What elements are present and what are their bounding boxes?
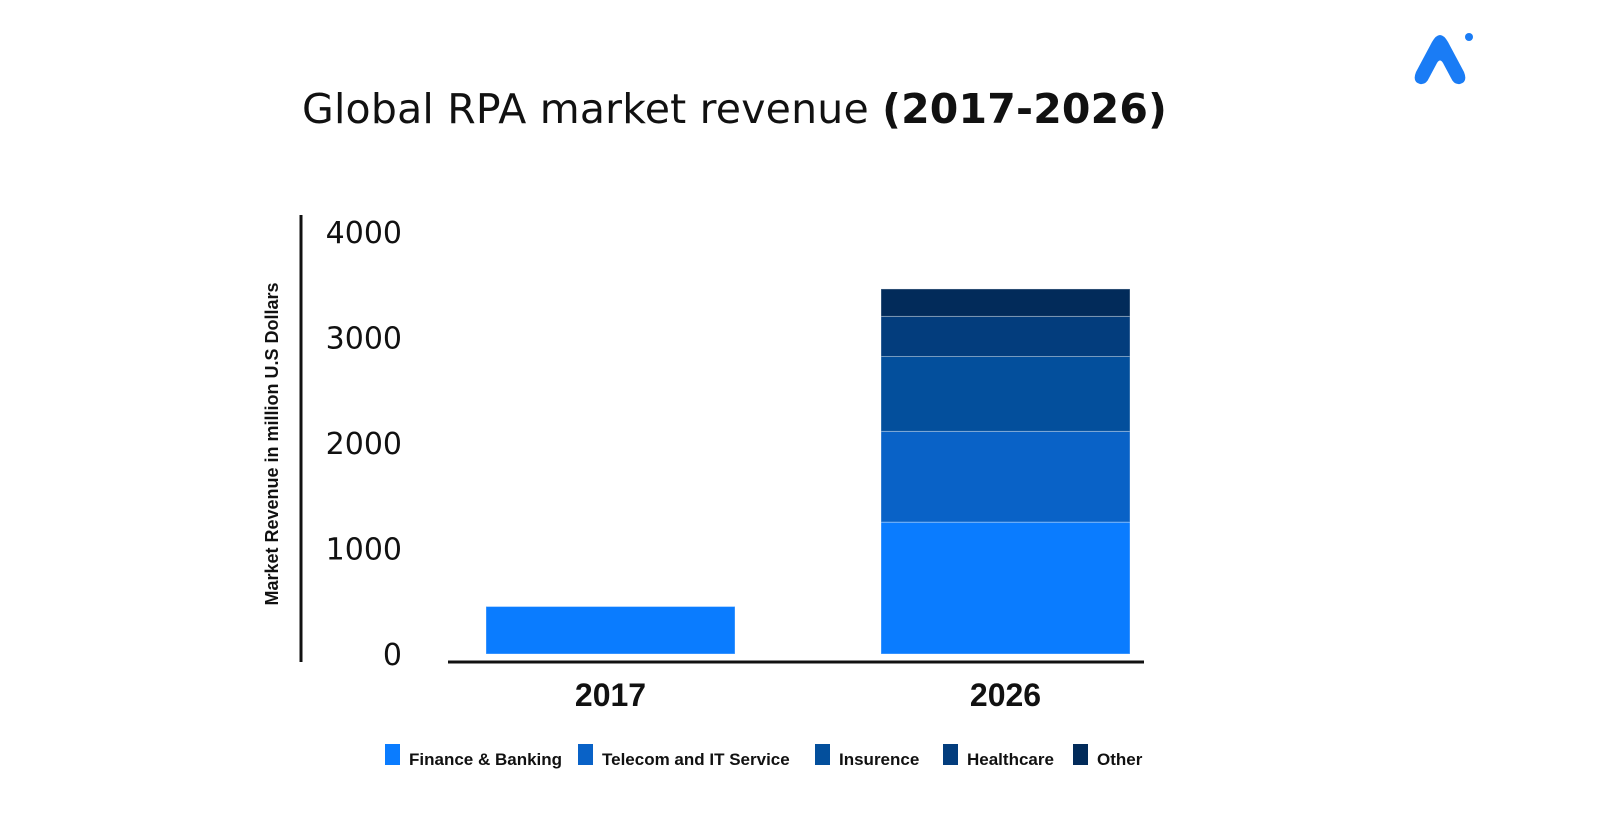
- y-tick-label: 2000: [326, 427, 402, 462]
- legend-swatch: [815, 744, 830, 765]
- bar-segment-2026-telecom-and-it-service: [880, 430, 1131, 523]
- bar-segment-2017-finance-banking: [485, 606, 736, 655]
- chart-title-regular: Global RPA market revenue: [302, 85, 883, 133]
- bar-segment-2026-insurence: [880, 355, 1131, 432]
- legend-swatch: [1073, 744, 1088, 765]
- y-tick-label: 1000: [326, 533, 402, 568]
- brand-logo-icon: [1414, 33, 1473, 85]
- legend-item: Telecom and IT Service: [578, 744, 790, 770]
- legend-swatch: [578, 744, 593, 765]
- y-tick-label: 3000: [326, 322, 402, 357]
- legend-item: Insurence: [815, 744, 919, 770]
- legend-label: Insurence: [839, 750, 920, 769]
- chart-title-bold: (2017-2026): [882, 85, 1168, 133]
- legend-label: Other: [1097, 750, 1143, 769]
- x-tick-label: 2017: [575, 677, 646, 713]
- legend-swatch: [943, 744, 958, 765]
- bar-segment-2026-finance-banking: [880, 521, 1131, 655]
- legend-item: Other: [1073, 744, 1142, 770]
- y-tick-label: 0: [383, 638, 402, 673]
- bar-segment-2026-other: [880, 288, 1131, 317]
- legend-swatch: [385, 744, 400, 765]
- bar-segment-2026-healthcare: [880, 315, 1131, 357]
- y-tick-label: 4000: [326, 216, 402, 251]
- bar-chart: Market Revenue in million U.S Dollars 0 1…: [262, 215, 1144, 713]
- legend-label: Telecom and IT Service: [602, 750, 790, 769]
- legend-label: Healthcare: [967, 750, 1054, 769]
- x-tick-label: 2026: [970, 677, 1041, 713]
- legend-item: Finance & Banking: [385, 744, 562, 770]
- legend-item: Healthcare: [943, 744, 1054, 770]
- legend-label: Finance & Banking: [409, 750, 563, 769]
- chart-title: Global RPA market revenue (2017-2026): [302, 83, 1167, 135]
- y-axis-label: Market Revenue in million U.S Dollars: [262, 282, 282, 605]
- chart-legend: Finance & Banking Telecom and IT Service I…: [0, 744, 1600, 774]
